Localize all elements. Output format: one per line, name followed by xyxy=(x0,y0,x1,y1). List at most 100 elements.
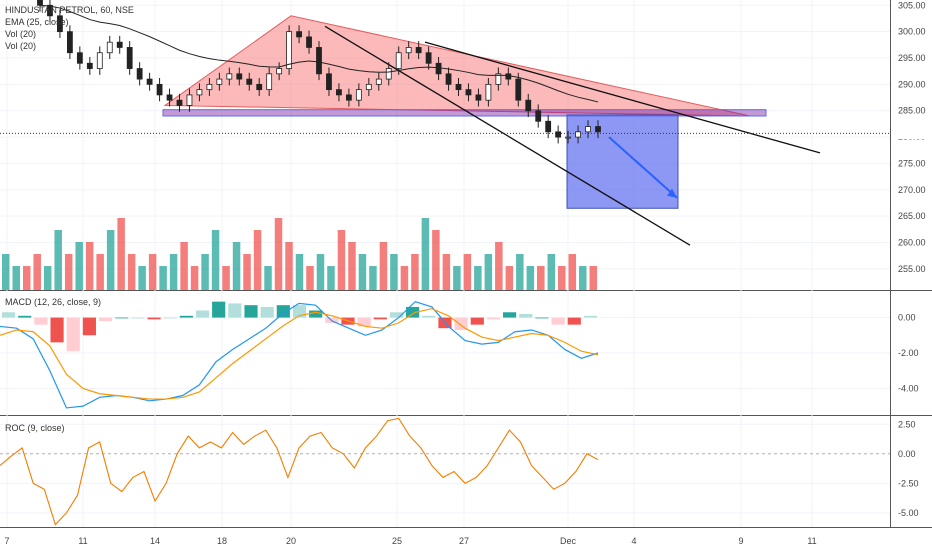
macd-histogram-bar xyxy=(82,317,96,336)
price-tick-label: 295.00 xyxy=(898,53,926,63)
candle-body xyxy=(455,83,462,91)
candle-body xyxy=(495,73,502,85)
volume-bar xyxy=(253,230,262,290)
roc-tick-label: 2.50 xyxy=(898,419,916,429)
candle-body xyxy=(86,62,93,69)
candle-body xyxy=(405,47,412,54)
volume-bar xyxy=(106,230,115,290)
candle-body xyxy=(276,68,283,75)
short-position-box xyxy=(566,114,679,209)
volume-bar xyxy=(348,242,356,290)
volume-bar xyxy=(474,266,482,290)
macd-histogram-bar xyxy=(18,315,32,318)
macd-histogram-bar xyxy=(66,317,80,352)
volume-bar xyxy=(327,266,335,290)
volume-bar xyxy=(558,266,566,290)
candle-body xyxy=(415,47,422,54)
legend-symbol[interactable]: HINDUSTAN PETROL, 60, NSE xyxy=(5,5,134,15)
candle-body xyxy=(425,52,432,64)
volume-bar xyxy=(33,254,41,290)
candle-body xyxy=(136,68,143,80)
macd-histogram-bar xyxy=(163,317,177,319)
roc-tick-label: -5.00 xyxy=(898,508,919,518)
volume-bar xyxy=(484,254,493,290)
macd-signal-line xyxy=(0,308,599,400)
volume-bar xyxy=(306,266,314,290)
legend-vol-2[interactable]: Vol (20) xyxy=(5,41,37,51)
volume-bar xyxy=(547,254,556,290)
volume-bar xyxy=(127,254,136,290)
macd-tick-label: -4.00 xyxy=(898,383,919,393)
volume-bar xyxy=(159,266,167,290)
macd-label[interactable]: MACD (12, 26, close, 9) xyxy=(5,297,102,307)
macd-histogram-bar xyxy=(470,317,484,325)
macd-histogram-bar xyxy=(276,305,290,318)
volume-bar xyxy=(358,254,367,290)
candle-body xyxy=(545,120,552,133)
macd-tick-label: 0.00 xyxy=(898,313,916,323)
forecast-arrow-shaft xyxy=(608,136,678,199)
volume-bar xyxy=(117,218,125,290)
macd-histogram-bar xyxy=(212,301,226,318)
volume-bar xyxy=(232,242,241,290)
candle-body xyxy=(475,94,482,101)
candle-body xyxy=(286,31,293,69)
candle-body xyxy=(395,52,402,69)
candle-body xyxy=(385,68,392,80)
macd-histogram-bar xyxy=(260,306,274,318)
candle-body xyxy=(505,73,512,80)
candle-body xyxy=(326,73,332,91)
macd-histogram-bar xyxy=(2,312,16,318)
legend-ema[interactable]: EMA (25, close) xyxy=(5,17,69,27)
roc-tick-label: -2.50 xyxy=(898,478,919,488)
candle-body xyxy=(236,73,243,80)
volume-bar xyxy=(243,254,251,290)
roc-label[interactable]: ROC (9, close) xyxy=(5,423,65,433)
macd-histogram-bar xyxy=(422,315,436,318)
legend-vol-1[interactable]: Vol (20) xyxy=(5,29,37,39)
volume-bar xyxy=(390,254,398,290)
volume-bar xyxy=(190,266,199,290)
candle-body xyxy=(316,47,322,75)
candle-body xyxy=(336,89,342,96)
macd-histogram-bar xyxy=(519,314,533,318)
time-tick-label: 7 xyxy=(4,536,9,546)
current-price-tag-bg xyxy=(891,127,931,140)
macd-histogram-bar xyxy=(244,305,258,318)
time-tick-label: 20 xyxy=(286,536,296,546)
macd-histogram-bar xyxy=(389,312,404,318)
volume-bar xyxy=(516,254,524,290)
candle-body xyxy=(206,83,213,91)
volume-bar xyxy=(495,242,503,290)
candle-body xyxy=(106,41,113,54)
trendline-upper xyxy=(424,41,821,154)
candle-body xyxy=(186,94,193,106)
volume-bar xyxy=(169,254,178,290)
price-tick-label: 255.00 xyxy=(898,264,926,274)
candle-body xyxy=(445,73,452,85)
macd-histogram-bar xyxy=(357,317,371,327)
volume-bar xyxy=(589,266,597,290)
candle-body xyxy=(525,99,532,112)
candle-body xyxy=(176,99,183,106)
volume-bar xyxy=(201,254,209,290)
macd-line xyxy=(0,300,599,409)
macd-histogram-bar xyxy=(179,315,193,318)
volume-bar xyxy=(12,266,20,290)
candle-body xyxy=(575,131,581,138)
candle-body xyxy=(375,78,382,85)
volume-bar xyxy=(211,230,220,290)
candle-body xyxy=(565,136,572,139)
volume-bar xyxy=(43,266,52,290)
price-tick-label: 305.00 xyxy=(898,0,926,10)
volume-bar xyxy=(22,266,31,290)
macd-histogram-bar xyxy=(373,317,387,320)
candle-body xyxy=(116,41,123,48)
candle-body xyxy=(57,15,63,33)
price-tick-label: 260.00 xyxy=(898,238,926,248)
volume-bar xyxy=(505,266,514,290)
candle-body xyxy=(66,31,73,54)
time-tick-label: 14 xyxy=(150,536,160,546)
macd-histogram-bar xyxy=(486,317,501,320)
